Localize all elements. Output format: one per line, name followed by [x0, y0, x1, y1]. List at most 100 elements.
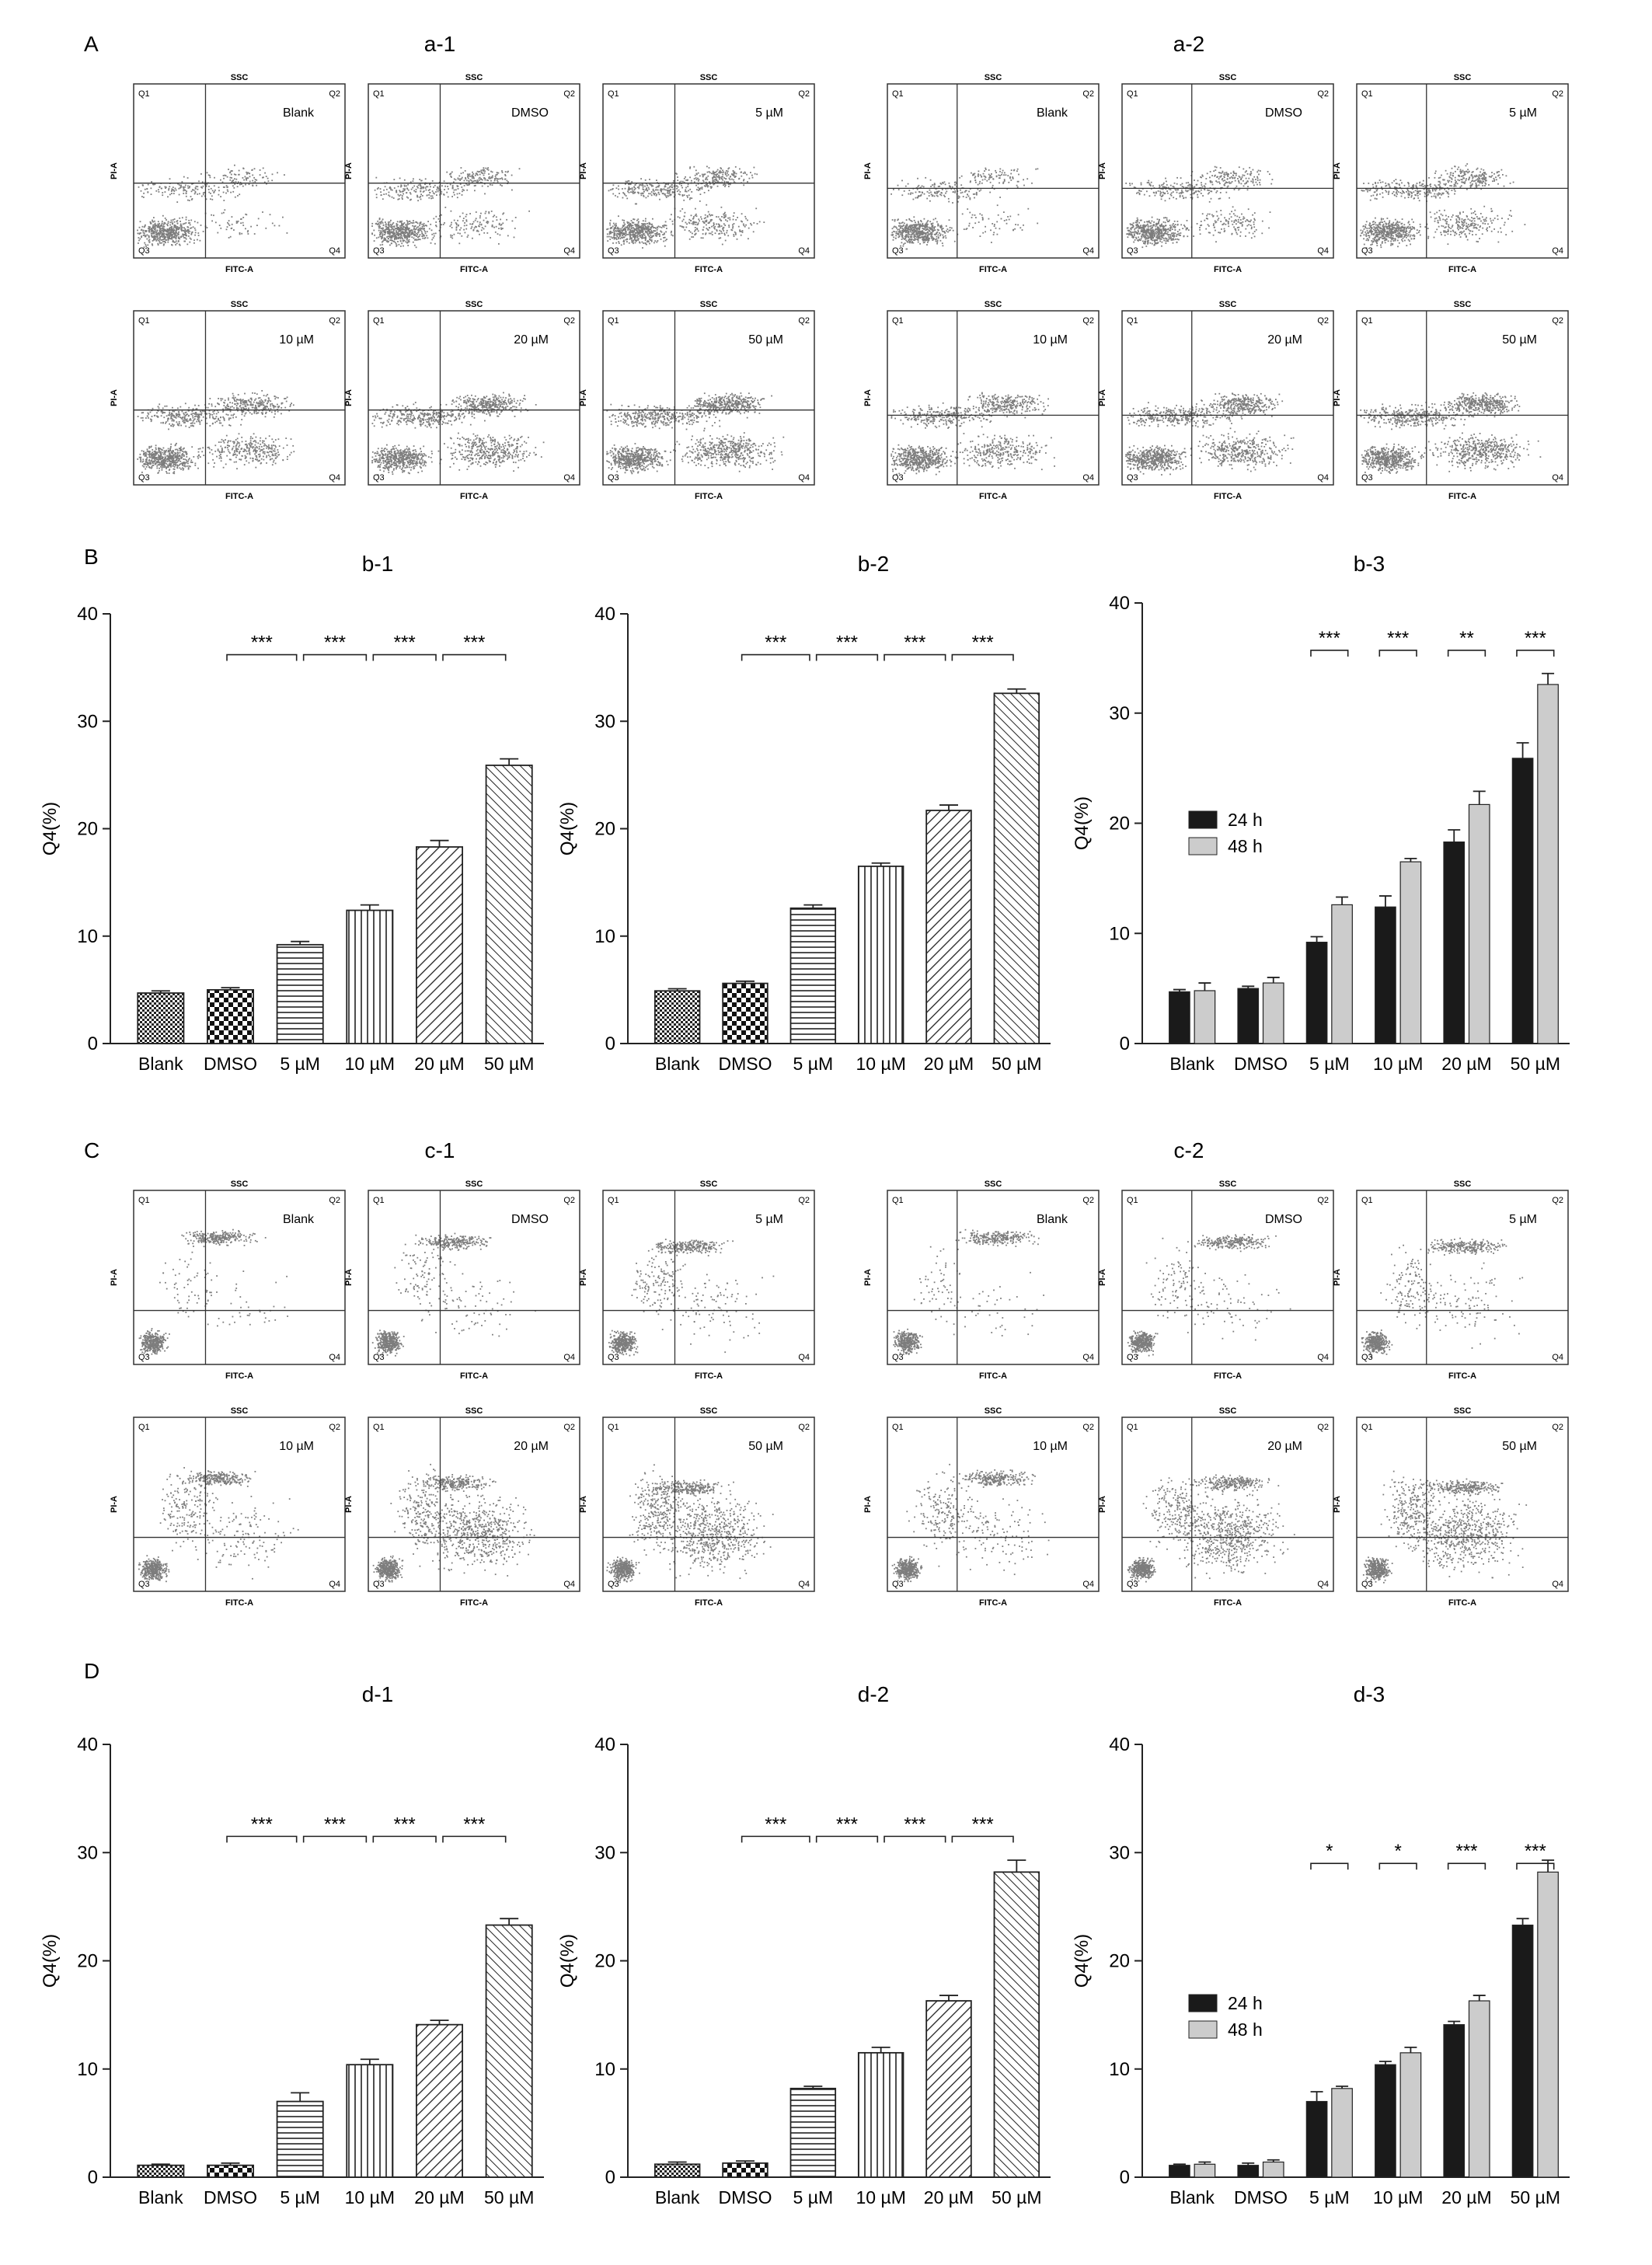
- flow-dot: [385, 456, 388, 458]
- flow-dot: [241, 437, 243, 438]
- flow-dot: [647, 184, 648, 186]
- flow-dot: [418, 462, 420, 464]
- flow-dot: [437, 218, 440, 220]
- flow-dot: [148, 451, 150, 453]
- flow-dot: [715, 173, 717, 176]
- flow-dot: [713, 223, 715, 225]
- flow-dot: [178, 416, 180, 418]
- flow-dot: [607, 228, 609, 230]
- flow-dot: [253, 233, 256, 235]
- flow-dot: [252, 437, 253, 440]
- flow-dot: [254, 399, 256, 401]
- flow-dot: [426, 194, 428, 197]
- flow-dot: [159, 455, 162, 457]
- flow-dot: [176, 228, 177, 231]
- flow-dot: [702, 228, 704, 231]
- flow-dot: [152, 219, 153, 221]
- flow-dot: [644, 225, 647, 228]
- flow-dot: [154, 231, 156, 232]
- flow-dot: [201, 410, 204, 412]
- flow-dot: [497, 181, 499, 183]
- flow-dot: [374, 234, 375, 236]
- flow-dot: [694, 174, 696, 176]
- flow-dot: [671, 220, 674, 222]
- flow-dot: [687, 183, 689, 186]
- flow-dot: [608, 190, 610, 192]
- flow-dot: [184, 229, 186, 232]
- flow-dot: [383, 237, 385, 239]
- flow-dot: [256, 179, 258, 181]
- flow-dot: [249, 176, 251, 178]
- flow-dot: [159, 463, 161, 465]
- flow-dot: [183, 465, 186, 466]
- flow-dot: [423, 235, 426, 237]
- flow-dot: [171, 225, 173, 228]
- flow-dot: [694, 214, 696, 217]
- flow-dot: [485, 211, 487, 213]
- flow-dot: [163, 232, 166, 235]
- flow-dot: [612, 225, 614, 228]
- flow-dot: [709, 172, 711, 174]
- flow-dot: [197, 419, 199, 420]
- flow-dot: [389, 460, 391, 462]
- flow-dot: [213, 192, 215, 193]
- flow-dot: [634, 242, 636, 244]
- flow-dot: [177, 449, 179, 451]
- flow-dot: [733, 174, 735, 176]
- flow-dot: [483, 183, 486, 185]
- flow-dot: [500, 224, 502, 226]
- flow-dot: [380, 228, 382, 229]
- flow-dot: [389, 186, 391, 188]
- flow-dot: [444, 207, 447, 208]
- flow-dot: [253, 449, 255, 451]
- flow-dot: [159, 228, 161, 229]
- flow-dot: [154, 456, 155, 458]
- flow-dot: [193, 242, 195, 244]
- flow-dot: [162, 233, 163, 235]
- flow-dot: [241, 232, 243, 235]
- flow-dot: [277, 449, 279, 451]
- flow-dot: [172, 239, 174, 242]
- flow-dot: [190, 418, 191, 420]
- flow-dot: [273, 407, 275, 409]
- flow-dot: [273, 406, 274, 407]
- flow-dot: [274, 225, 276, 227]
- flow-dot: [162, 449, 163, 451]
- flow-dot: [412, 463, 414, 465]
- flow-dot: [146, 188, 148, 190]
- flow-dot: [183, 188, 185, 190]
- flow-dot: [398, 462, 400, 465]
- flow-dot: [729, 218, 731, 221]
- flow-dot: [402, 238, 403, 239]
- flow-dot: [164, 222, 166, 225]
- flow-dot: [218, 455, 221, 457]
- flow-dot: [446, 414, 448, 416]
- flow-dot: [385, 193, 387, 195]
- flow-dot: [413, 190, 415, 192]
- flow-dot: [389, 455, 392, 458]
- flow-dot: [407, 240, 410, 242]
- flow-dot: [169, 453, 170, 455]
- flow-dot: [623, 225, 626, 227]
- flow-dot: [385, 223, 387, 225]
- flow-dot: [190, 190, 193, 193]
- flow-dot: [182, 469, 184, 471]
- flow-dot: [699, 175, 701, 177]
- flow-dot: [221, 451, 224, 453]
- flow-dot: [393, 225, 396, 228]
- flow-dot: [185, 414, 187, 416]
- flow-dot: [413, 178, 414, 180]
- flow-dot: [208, 413, 211, 415]
- flow-dot: [147, 244, 149, 246]
- flow-dot: [434, 193, 435, 195]
- flow-dot: [154, 462, 156, 464]
- flow-dot: [458, 224, 459, 226]
- flow-dot: [153, 238, 155, 240]
- flow-dot: [190, 227, 191, 229]
- flow-dot: [617, 238, 619, 240]
- flow-dot: [455, 227, 458, 229]
- flow-dot: [469, 173, 471, 176]
- flow-dot: [246, 444, 248, 447]
- flow-dot: [165, 422, 166, 424]
